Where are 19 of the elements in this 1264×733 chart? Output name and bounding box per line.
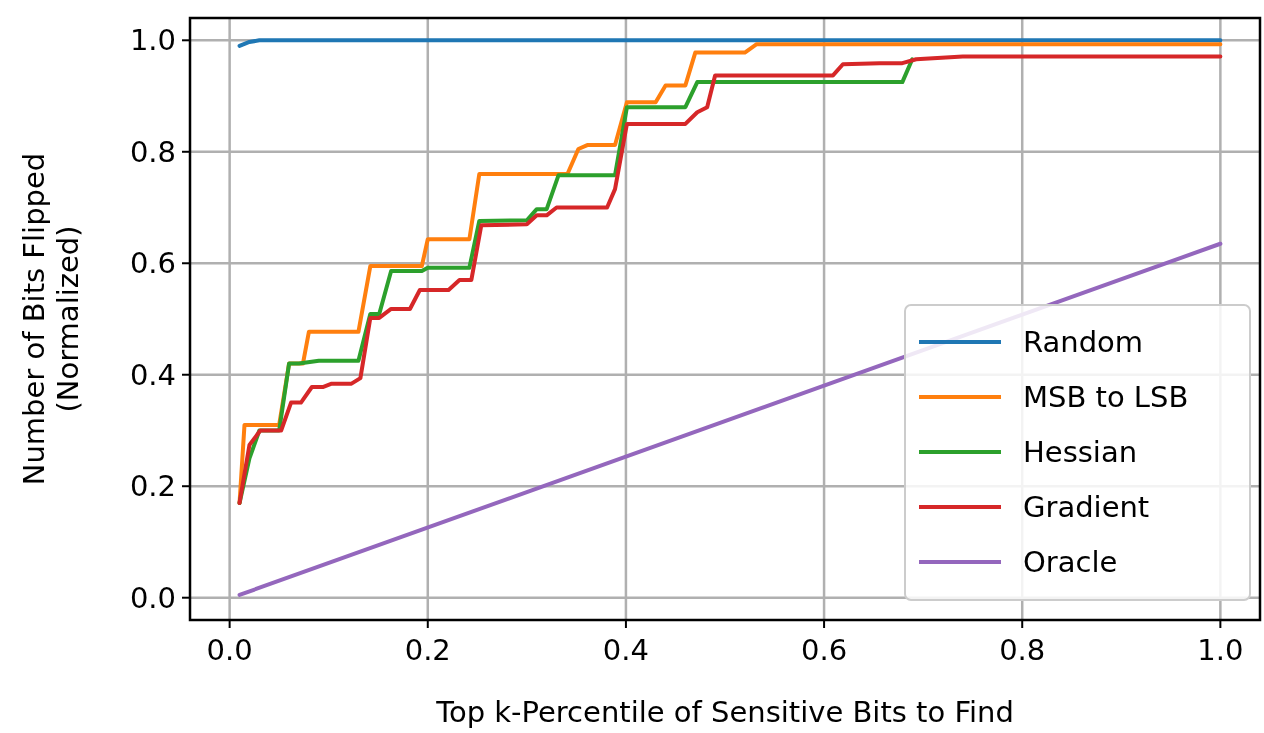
x-tick-label: 0.2 bbox=[404, 633, 451, 667]
y-axis-title: Number of Bits Flipped (Normalized) bbox=[17, 152, 85, 486]
legend-label: Gradient bbox=[1023, 490, 1150, 525]
x-tick-label: 0.0 bbox=[206, 633, 253, 667]
x-tick-label: 0.6 bbox=[801, 633, 848, 667]
legend-label: Random bbox=[1023, 325, 1144, 360]
y-tick-label: 0.0 bbox=[129, 580, 176, 615]
y-tick-label: 0.6 bbox=[129, 246, 176, 281]
y-tick-label: 0.4 bbox=[129, 357, 176, 392]
x-axis-title: Top k-Percentile of Sensitive Bits to Find bbox=[435, 695, 1014, 729]
x-tick-label: 0.8 bbox=[999, 633, 1046, 667]
legend-label: Hessian bbox=[1023, 435, 1138, 470]
legend-label: Oracle bbox=[1023, 545, 1118, 580]
x-tick-label: 0.4 bbox=[602, 633, 649, 667]
y-tick-label: 0.2 bbox=[129, 469, 176, 504]
legend-label: MSB to LSB bbox=[1023, 380, 1189, 415]
y-tick-label: 0.8 bbox=[129, 134, 176, 169]
x-tick-label: 1.0 bbox=[1197, 633, 1244, 667]
y-tick-label: 1.0 bbox=[129, 23, 176, 58]
